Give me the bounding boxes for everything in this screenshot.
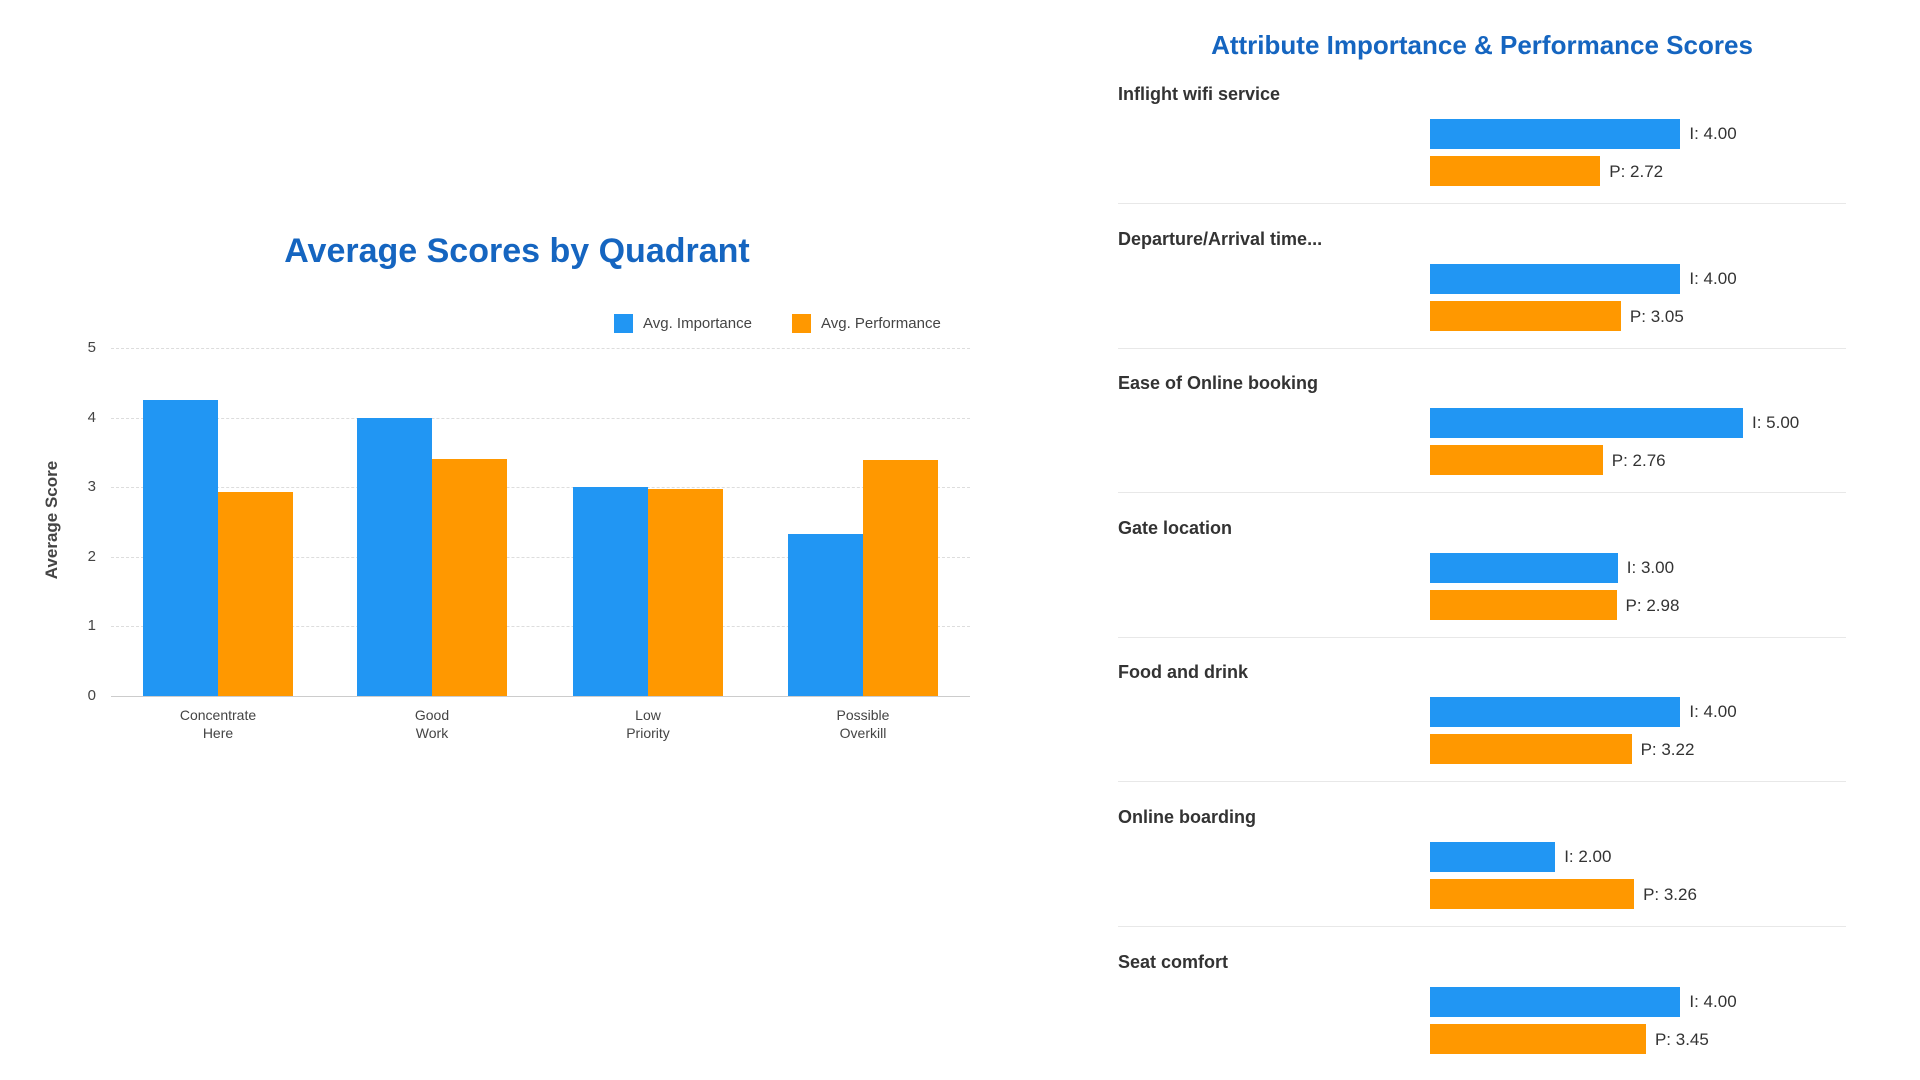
row-divider <box>1118 347 1846 349</box>
importance-bar <box>788 533 863 696</box>
y-tick-label: 4 <box>87 408 96 426</box>
grid-line <box>111 348 970 349</box>
attribute-label: Gate location <box>1118 517 1233 538</box>
importance-bar <box>1430 697 1681 728</box>
grid-line <box>111 626 970 628</box>
legend-label-importance: Avg. Importance <box>643 315 752 332</box>
x-tick-label: Possible Overkill <box>793 706 933 742</box>
y-tick-label: 1 <box>87 617 96 635</box>
grid-line <box>111 556 970 558</box>
x-tick-label-line: Possible <box>836 707 890 723</box>
row-divider <box>1118 926 1846 927</box>
importance-value-label: I: 4.00 <box>1689 268 1737 288</box>
row-divider <box>1118 492 1846 494</box>
importance-value-label: I: 5.00 <box>1752 413 1800 433</box>
y-tick-label: 0 <box>87 687 96 704</box>
performance-value-label: P: 2.72 <box>1609 162 1664 181</box>
legend-item-performance: Avg. Performance <box>792 314 941 333</box>
row-divider <box>1118 636 1846 638</box>
row-divider <box>1118 203 1846 204</box>
importance-value-label: I: 2.00 <box>1564 847 1612 866</box>
grid-line <box>111 417 970 419</box>
x-axis-line <box>111 696 970 697</box>
importance-bar <box>573 487 648 696</box>
x-tick-label-line: Low <box>635 707 661 723</box>
row-divider <box>1118 781 1846 783</box>
x-tick-label-line: Here <box>202 725 234 741</box>
importance-value-label: I: 4.00 <box>1689 991 1737 1011</box>
attribute-label: Ease of Online booking <box>1118 373 1319 394</box>
performance-value-label: P: 2.98 <box>1625 595 1680 615</box>
x-tick-label-line: Overkill <box>839 725 887 741</box>
legend-swatch-importance <box>614 314 633 333</box>
importance-value-label: I: 3.00 <box>1626 557 1675 577</box>
legend-swatch-performance <box>792 314 811 333</box>
legend-label-performance: Avg. Performance <box>821 315 941 332</box>
performance-bar <box>863 460 938 696</box>
attribute-label: Online boarding <box>1118 807 1256 827</box>
importance-value-label: I: 4.00 <box>1689 702 1737 722</box>
x-tick-label: Low Priority <box>578 706 718 742</box>
importance-bar <box>1430 552 1618 583</box>
importance-bar <box>1430 119 1681 149</box>
performance-bar <box>1430 879 1635 909</box>
attribute-label: Inflight wifi service <box>1118 84 1281 104</box>
grid-line <box>111 487 970 489</box>
x-tick-label-line: Concentrate <box>179 707 257 723</box>
legend-item-importance: Avg. Importance <box>614 314 752 333</box>
y-tick-label: 2 <box>87 547 96 565</box>
x-tick-label: Concentrate Here <box>148 706 288 742</box>
performance-value-label: P: 3.45 <box>1654 1029 1709 1049</box>
performance-value-label: P: 3.26 <box>1643 885 1697 904</box>
y-tick-label: 5 <box>87 339 96 356</box>
importance-bar <box>1430 842 1556 872</box>
importance-bar <box>357 417 432 696</box>
importance-value-label: I: 4.00 <box>1689 124 1737 143</box>
importance-bar <box>1430 986 1681 1017</box>
performance-bar <box>1430 445 1603 476</box>
performance-bar <box>218 492 293 696</box>
y-tick-label: 3 <box>87 478 96 496</box>
y-axis-label: Average Score <box>42 460 61 580</box>
performance-bar <box>1430 589 1617 620</box>
performance-bar <box>1430 734 1632 765</box>
x-tick-label: Good Work <box>362 706 502 742</box>
attribute-label: Departure/Arrival time... <box>1118 228 1323 249</box>
importance-bar <box>1430 408 1743 439</box>
attribute-chart-title: Attribute Importance & Performance Score… <box>1211 30 1753 60</box>
attribute-label: Seat comfort <box>1118 951 1229 972</box>
performance-value-label: P: 3.05 <box>1629 306 1684 326</box>
importance-bar <box>1430 263 1681 294</box>
performance-bar <box>432 459 507 696</box>
x-tick-label-line: Good <box>414 707 450 723</box>
x-tick-label-line: Work <box>415 725 449 741</box>
performance-bar <box>1430 156 1601 186</box>
performance-bar <box>648 489 723 696</box>
x-tick-label-line: Priority <box>626 725 670 741</box>
importance-bar <box>143 400 218 696</box>
performance-bar <box>1430 300 1621 331</box>
quadrant-chart-title: Average Scores by Quadrant <box>284 232 750 270</box>
performance-value-label: P: 3.22 <box>1640 740 1695 760</box>
attribute-label: Food and drink <box>1118 662 1248 683</box>
performance-bar <box>1430 1023 1646 1054</box>
performance-value-label: P: 2.76 <box>1611 451 1666 471</box>
